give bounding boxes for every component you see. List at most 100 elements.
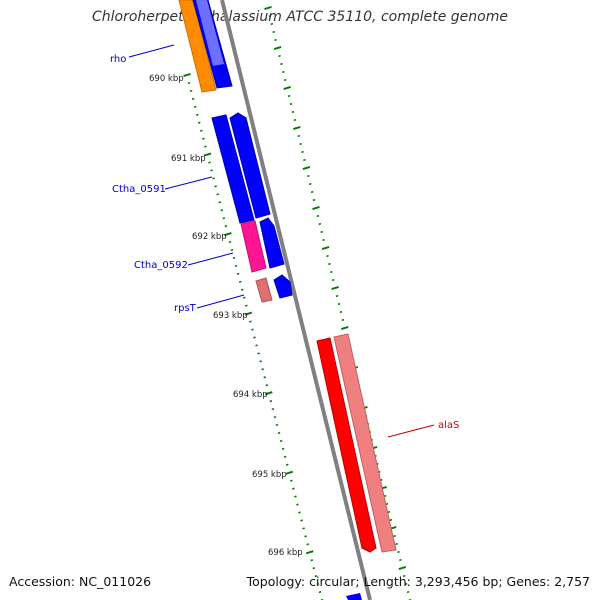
minor-tick xyxy=(199,129,203,132)
major-tick xyxy=(292,125,301,131)
minor-tick xyxy=(270,22,274,26)
minor-tick xyxy=(335,294,339,298)
minor-tick xyxy=(300,519,303,522)
minor-tick xyxy=(287,94,291,98)
minor-tick xyxy=(389,518,393,522)
minor-tick xyxy=(216,193,220,196)
minor-tick xyxy=(191,97,195,100)
minor-tick xyxy=(232,256,236,260)
minor-tick xyxy=(318,222,322,226)
gene-alas-feature[interactable] xyxy=(316,337,377,553)
minor-tick xyxy=(202,137,205,140)
minor-tick xyxy=(269,400,273,403)
minor-tick xyxy=(303,158,306,162)
major-tick xyxy=(340,325,349,331)
minor-tick xyxy=(304,535,307,538)
major-tick xyxy=(224,232,232,237)
gene-ctha-0591-feature[interactable] xyxy=(211,114,255,224)
minor-tick xyxy=(320,230,324,234)
minor-tick xyxy=(331,278,335,282)
minor-tick xyxy=(301,150,304,154)
ruler-label: 690 kbp xyxy=(149,74,184,84)
minor-tick xyxy=(328,262,331,266)
minor-tick xyxy=(306,174,310,178)
gene-feature[interactable] xyxy=(346,593,362,600)
minor-tick xyxy=(228,240,232,244)
minor-tick xyxy=(402,574,406,578)
minor-tick xyxy=(289,102,293,106)
minor-tick xyxy=(222,217,226,220)
minor-tick xyxy=(204,145,207,148)
minor-tick xyxy=(187,81,191,85)
minor-tick xyxy=(310,559,314,562)
minor-tick xyxy=(341,318,345,322)
minor-tick xyxy=(274,38,278,42)
minor-tick xyxy=(271,407,275,411)
minor-tick xyxy=(251,328,254,331)
minor-tick xyxy=(278,54,281,58)
minor-tick xyxy=(322,238,325,242)
minor-tick xyxy=(397,550,400,554)
minor-tick xyxy=(316,582,320,586)
genome-summary-text: Topology: circular; Length: 3,293,456 bp… xyxy=(246,574,590,589)
gene-label-ctha-0592[interactable]: Ctha_0592 xyxy=(134,260,188,271)
minor-tick xyxy=(249,320,252,323)
minor-tick xyxy=(298,511,301,514)
gene-ctha-0592-feature[interactable] xyxy=(240,220,267,273)
minor-tick xyxy=(297,134,301,138)
minor-tick xyxy=(306,543,310,546)
ruler-label: 694 kbp xyxy=(233,390,268,400)
minor-tick xyxy=(294,495,297,498)
major-tick xyxy=(321,245,330,251)
minor-tick xyxy=(242,296,246,299)
major-tick xyxy=(265,391,273,396)
gene-label-ctha-0591[interactable]: Ctha_0591 xyxy=(112,184,166,195)
minor-tick xyxy=(310,190,314,194)
major-tick xyxy=(283,85,291,91)
gene-feature[interactable] xyxy=(273,274,293,299)
major-tick xyxy=(305,550,314,555)
minor-tick xyxy=(329,270,333,274)
minor-tick xyxy=(312,567,316,570)
gene-feature[interactable] xyxy=(259,217,285,269)
minor-tick xyxy=(265,384,269,387)
gene-label-alas[interactable]: alaS xyxy=(438,420,459,431)
minor-tick xyxy=(404,582,408,586)
minor-tick xyxy=(283,455,287,458)
minor-tick xyxy=(261,368,265,371)
minor-tick xyxy=(257,352,260,355)
minor-tick xyxy=(189,89,193,93)
gene-label-leader xyxy=(387,424,435,438)
minor-tick xyxy=(272,30,276,34)
minor-tick xyxy=(236,272,240,275)
accession-text: Accession: NC_011026 xyxy=(9,574,152,589)
minor-tick xyxy=(282,70,285,74)
minor-tick xyxy=(218,201,222,204)
minor-tick xyxy=(339,310,343,314)
gene-rpst-feature[interactable] xyxy=(255,277,273,303)
ruler-label: 691 kbp xyxy=(171,154,206,164)
gene-label-rho[interactable]: rho xyxy=(110,54,126,65)
gene-label-rpst[interactable]: rpsT xyxy=(174,303,197,314)
ruler-tick-rail-left xyxy=(183,72,324,600)
gene-label-leader xyxy=(196,294,245,309)
gene-feature[interactable] xyxy=(333,333,397,553)
ruler-label: 695 kbp xyxy=(252,470,287,480)
gene-rho-feature[interactable] xyxy=(178,0,217,93)
minor-tick xyxy=(293,118,297,122)
gene-highlight xyxy=(196,0,224,66)
ruler-label: 693 kbp xyxy=(213,311,248,321)
minor-tick xyxy=(193,105,197,108)
major-tick xyxy=(285,470,294,475)
minor-tick xyxy=(214,185,217,188)
major-tick xyxy=(244,311,253,316)
gene-label-leader xyxy=(128,44,175,58)
minor-tick xyxy=(268,14,272,18)
minor-tick xyxy=(312,198,316,202)
minor-tick xyxy=(230,248,234,252)
minor-tick xyxy=(299,142,302,146)
gene-feature[interactable] xyxy=(229,112,271,219)
minor-tick xyxy=(195,113,199,116)
minor-tick xyxy=(273,415,277,419)
